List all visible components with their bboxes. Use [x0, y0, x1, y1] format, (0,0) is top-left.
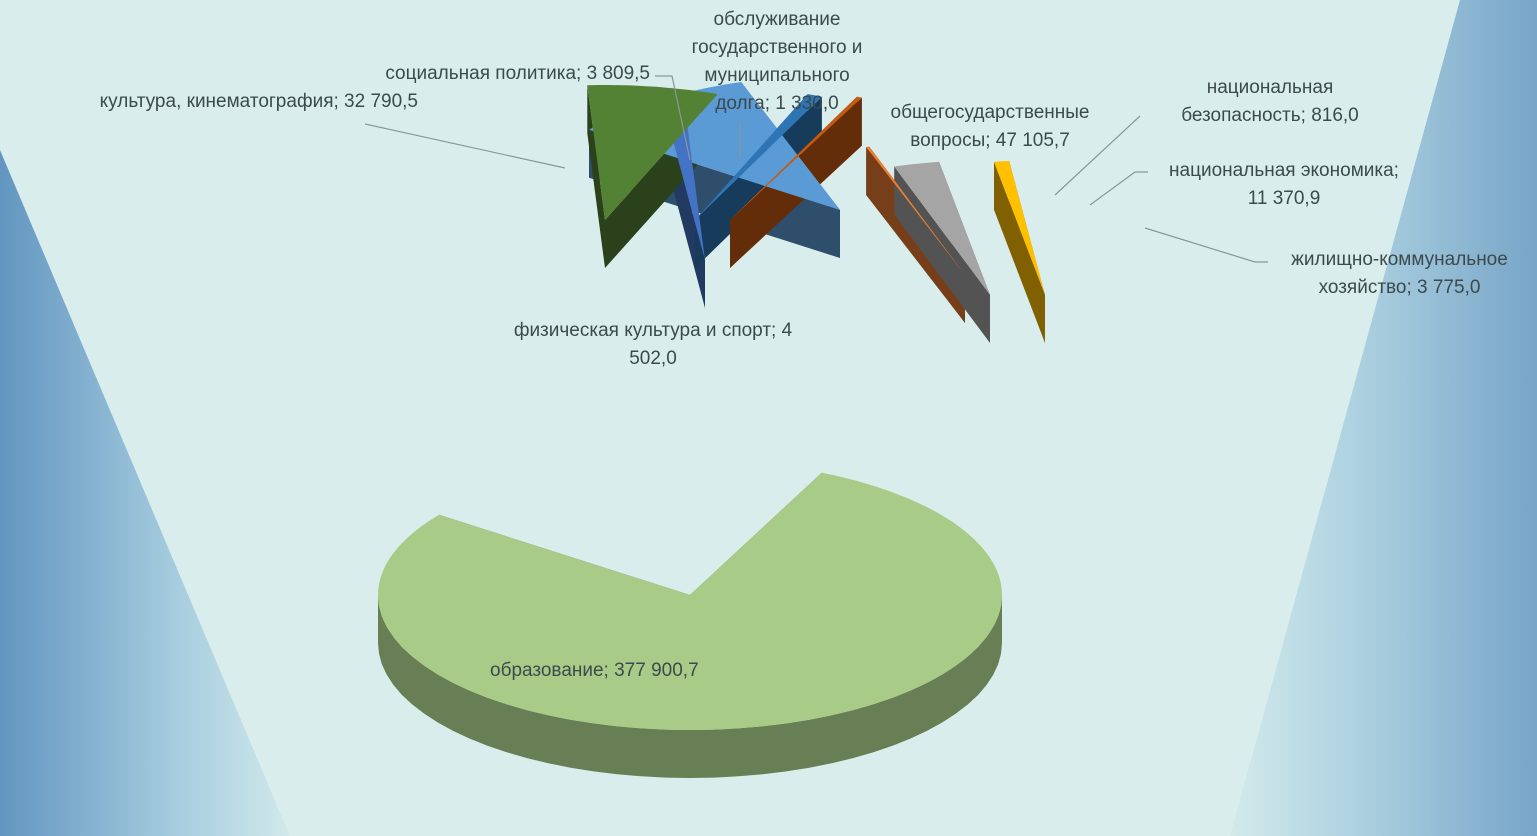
slice-side-образование: [378, 595, 1002, 778]
slice-физическая-культура-и-спорт: [669, 125, 705, 260]
label-general: общегосударственные вопросы; 47 105,7: [890, 102, 1090, 151]
slice-культура-кинематография: [587, 85, 718, 220]
label-culture: культура, кинематография; 32 790,5: [99, 91, 418, 112]
leader-social: [655, 75, 691, 161]
label-sport: физическая культура и спорт; 4 502,0: [513, 320, 793, 369]
label-security: национальная безопасность; 816,0: [1181, 77, 1359, 126]
leader-security: [1054, 115, 1141, 196]
label-social: социальная политика; 3 809,5: [385, 63, 650, 84]
leader-economy: [1089, 171, 1148, 206]
slice-социальная-политика: [695, 94, 822, 220]
left-decoration: [0, 150, 290, 836]
slice-wall-культура-кинематография-0: [587, 85, 605, 268]
slice-жилищно-коммунальное-хозяйство: [994, 160, 1045, 295]
slice-национальная-экономика: [894, 161, 990, 295]
slice-wall-жилищно-коммунальное-хозяйство-0: [994, 161, 1045, 343]
leader-culture: [364, 123, 566, 169]
slice-wall-национальная-экономика-0: [894, 166, 990, 343]
label-debt: обслуживание государственного и муниципаль…: [691, 9, 863, 114]
label-housing: жилищно-коммунальное хозяйство; 3 775,0: [1291, 249, 1508, 298]
slice-образование: [378, 472, 1002, 730]
label-economy: национальная экономика; 11 370,9: [1169, 160, 1399, 209]
slice-национальная-безопасность: [866, 146, 965, 275]
label-education: образование; 377 900,7: [490, 660, 699, 681]
leader-housing: [1144, 227, 1268, 263]
right-decoration: [1230, 0, 1537, 836]
slice-обслуживание-государственного-и-муниципального-долга: [730, 96, 862, 220]
